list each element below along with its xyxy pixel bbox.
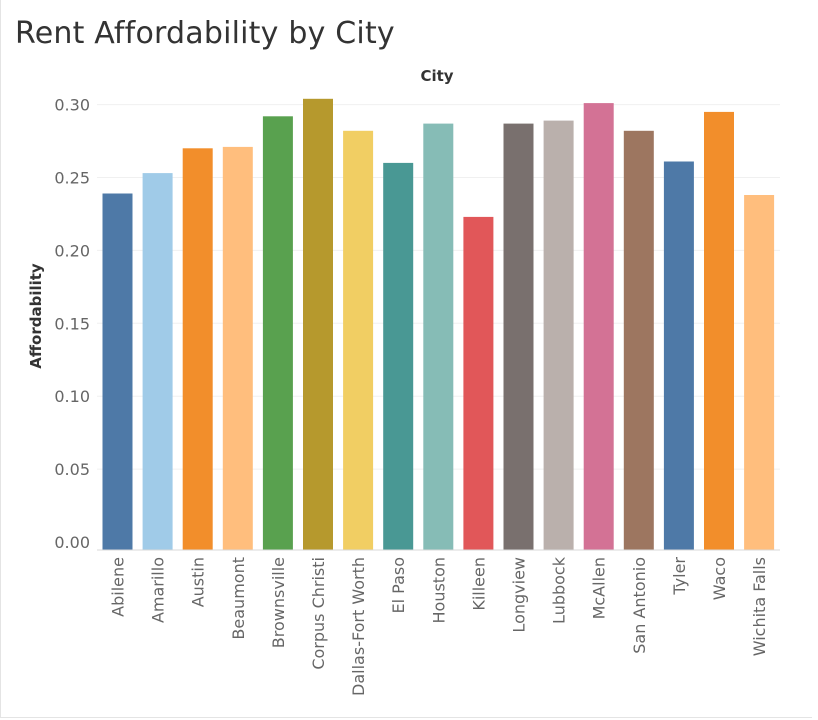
bar-beaumont[interactable]: [222, 146, 253, 550]
bar-amarillo[interactable]: [142, 173, 173, 550]
x-tick-label: Amarillo: [149, 557, 168, 623]
bar-longview[interactable]: [503, 123, 534, 550]
x-tick-label: Tyler: [670, 557, 689, 596]
y-tick-label: 0.30: [54, 96, 90, 115]
bar-el-paso[interactable]: [383, 162, 414, 550]
bar-wichita-falls[interactable]: [744, 195, 775, 550]
x-tick-label: Abilene: [109, 557, 128, 617]
x-axis-labels: Abilene Amarillo Austin Beaumont Brownsville…: [109, 556, 770, 696]
y-tick-label: 0.05: [54, 460, 90, 479]
bar-san-antonio[interactable]: [623, 130, 654, 551]
bar-houston[interactable]: [423, 123, 454, 550]
bar-dallas-fort-worth[interactable]: [343, 130, 374, 551]
y-axis-label: Affordability: [27, 263, 45, 369]
x-tick-label: El Paso: [389, 557, 408, 614]
y-axis-ticks: 0.00 0.05 0.10 0.15 0.20 0.25 0.30: [54, 96, 90, 552]
bar-waco[interactable]: [704, 111, 734, 551]
bars: [102, 98, 775, 551]
x-tick-label: San Antonio: [630, 557, 649, 654]
bar-killeen[interactable]: [463, 216, 494, 550]
bar-mcallen[interactable]: [583, 103, 614, 550]
x-tick-label: Beaumont: [229, 557, 248, 640]
chart-title: Rent Affordability by City: [15, 16, 395, 51]
y-tick-label: 0.10: [54, 387, 90, 406]
bar-corpus-christi[interactable]: [303, 98, 333, 551]
y-tick-label: 0.15: [54, 314, 90, 333]
x-tick-label: Dallas-Fort Worth: [349, 557, 368, 696]
x-tick-label: Brownsville: [269, 557, 288, 648]
x-tick-label: McAllen: [590, 557, 609, 619]
y-tick-label: 0.00: [54, 533, 90, 552]
bar-abilene[interactable]: [102, 193, 133, 551]
bar-lubbock[interactable]: [543, 120, 574, 550]
x-tick-label: Austin: [189, 557, 208, 607]
x-tick-label: Houston: [429, 557, 448, 624]
x-tick-label: Longview: [510, 557, 529, 633]
x-tick-label: Lubbock: [550, 556, 569, 624]
bar-tyler[interactable]: [663, 161, 694, 551]
x-tick-label: Wichita Falls: [750, 557, 769, 656]
bar-brownsville[interactable]: [262, 116, 293, 551]
y-tick-label: 0.25: [54, 169, 90, 188]
x-tick-label: Corpus Christi: [309, 557, 328, 670]
bar-austin[interactable]: [182, 148, 213, 551]
x-tick-label: Killeen: [469, 557, 488, 611]
y-tick-label: 0.20: [54, 241, 90, 260]
x-tick-label: Waco: [710, 557, 729, 600]
column-header: City: [420, 67, 453, 85]
